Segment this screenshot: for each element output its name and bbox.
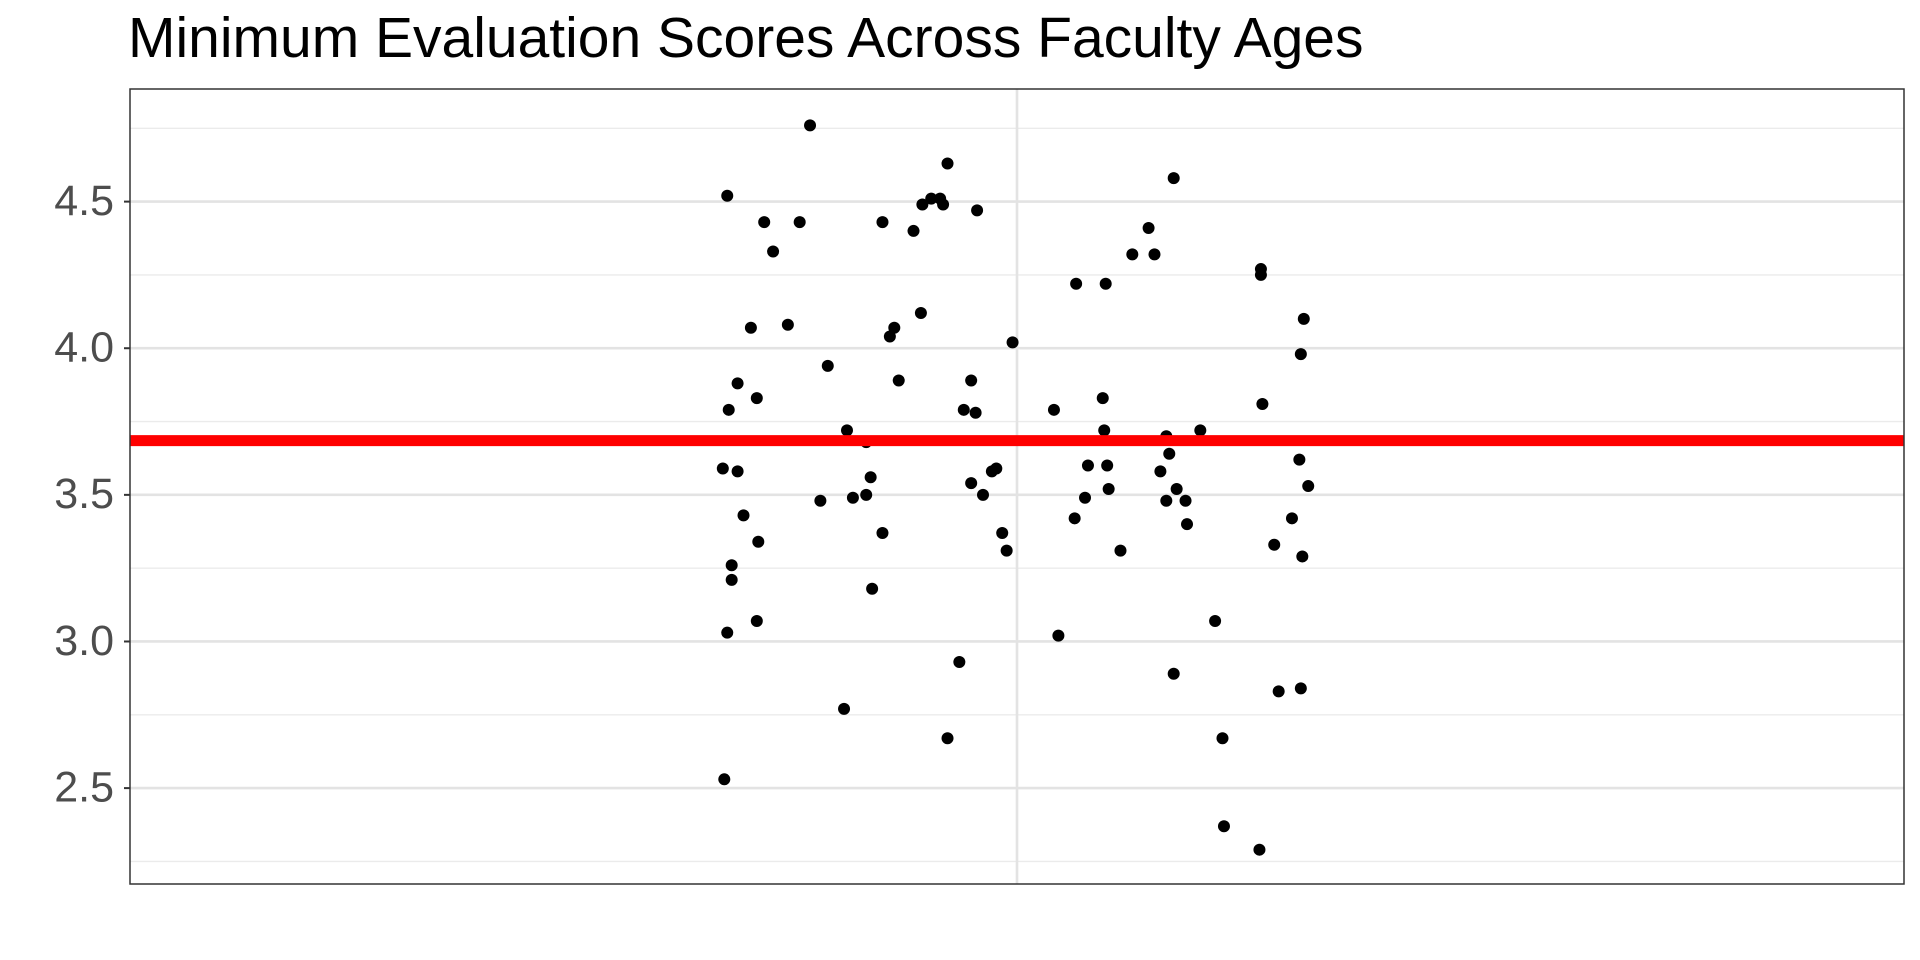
point (1181, 518, 1194, 531)
chart-title: Minimum Evaluation Scores Across Faculty… (128, 6, 1364, 70)
point (767, 245, 780, 258)
point (1154, 465, 1167, 478)
point (1209, 614, 1222, 627)
point (941, 732, 954, 745)
point (957, 403, 970, 416)
point (1096, 392, 1109, 405)
point (925, 192, 938, 205)
y-tick-label: 2.5 (54, 763, 114, 811)
point (864, 471, 877, 484)
point (1167, 172, 1180, 185)
point (941, 157, 954, 170)
point (725, 559, 738, 572)
point (1070, 277, 1083, 290)
point (971, 204, 984, 217)
point (1068, 512, 1081, 525)
point (1052, 629, 1065, 642)
point (1148, 248, 1161, 261)
point (916, 198, 929, 211)
point (1099, 277, 1112, 290)
point (716, 462, 729, 475)
point (1098, 424, 1111, 437)
y-tick-label: 4.0 (54, 324, 114, 372)
y-tick-label: 4.5 (54, 177, 114, 225)
point (1114, 544, 1127, 557)
point (838, 702, 851, 715)
point (718, 773, 731, 786)
point (1294, 348, 1307, 361)
point (1167, 667, 1180, 680)
point (996, 526, 1009, 539)
point (1294, 682, 1307, 695)
point (821, 359, 834, 372)
point (725, 573, 738, 586)
point (1293, 453, 1306, 466)
point (737, 509, 750, 522)
point (752, 535, 765, 548)
point (1254, 268, 1267, 281)
point (866, 582, 879, 595)
point (750, 392, 763, 405)
point (860, 488, 873, 501)
point (1163, 447, 1176, 460)
point (1297, 312, 1310, 325)
point (1006, 336, 1019, 349)
point (1160, 494, 1173, 507)
point (976, 488, 989, 501)
point (1179, 494, 1192, 507)
point (721, 626, 734, 639)
point (888, 321, 901, 334)
point (1101, 459, 1114, 472)
point (840, 424, 853, 437)
y-tick-label: 3.5 (54, 470, 114, 518)
point (722, 403, 735, 416)
point (1217, 820, 1230, 833)
point (1000, 544, 1013, 557)
point (914, 307, 927, 320)
y-tick-label: 3.0 (54, 617, 114, 665)
point (758, 216, 771, 229)
point (744, 321, 757, 334)
point (1047, 403, 1060, 416)
point (1302, 480, 1315, 493)
point (1253, 843, 1266, 856)
point (1256, 397, 1269, 410)
point (814, 494, 827, 507)
point (1102, 482, 1115, 495)
point (793, 216, 806, 229)
point (1142, 222, 1155, 235)
point (937, 198, 950, 211)
point (1170, 482, 1183, 495)
point (1285, 512, 1298, 525)
point (1268, 538, 1281, 551)
point (1194, 424, 1207, 437)
point (781, 318, 794, 331)
point (721, 189, 734, 202)
point (990, 462, 1003, 475)
point (1079, 491, 1092, 504)
point (1216, 732, 1229, 745)
point (750, 614, 763, 627)
point (969, 406, 982, 419)
point (965, 374, 978, 387)
point (1126, 248, 1139, 261)
point (965, 477, 978, 490)
point (876, 526, 889, 539)
point (731, 377, 744, 390)
point (1296, 550, 1309, 563)
point (846, 491, 859, 504)
point (907, 224, 920, 237)
point (804, 119, 817, 132)
point (876, 216, 889, 229)
point (892, 374, 905, 387)
point (1272, 685, 1285, 698)
point (953, 656, 966, 669)
point (731, 465, 744, 478)
point (1081, 459, 1094, 472)
panel-border (129, 88, 1905, 885)
